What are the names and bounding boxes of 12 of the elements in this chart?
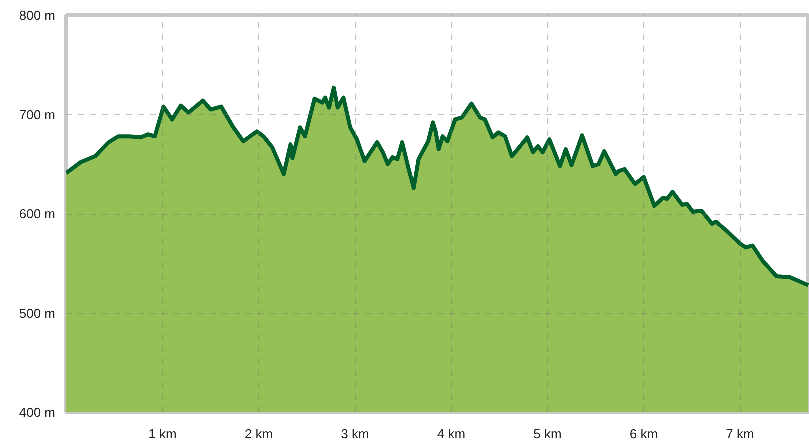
y-tick-label: 500 m xyxy=(19,306,56,321)
x-tick-label: 4 km xyxy=(437,426,466,442)
y-tick-label: 800 m xyxy=(19,8,56,23)
x-tick-label: 5 km xyxy=(534,426,562,442)
x-tick-label: 1 km xyxy=(148,426,177,442)
y-tick-label: 400 m xyxy=(19,405,56,420)
x-tick-label: 6 km xyxy=(630,426,658,442)
x-tick-label: 3 km xyxy=(341,426,370,442)
x-tick-label: 2 km xyxy=(244,426,274,442)
y-tick-label: 700 m xyxy=(19,107,56,122)
y-tick-label: 600 m xyxy=(19,206,56,222)
x-tick-label: 7 km xyxy=(726,426,754,442)
